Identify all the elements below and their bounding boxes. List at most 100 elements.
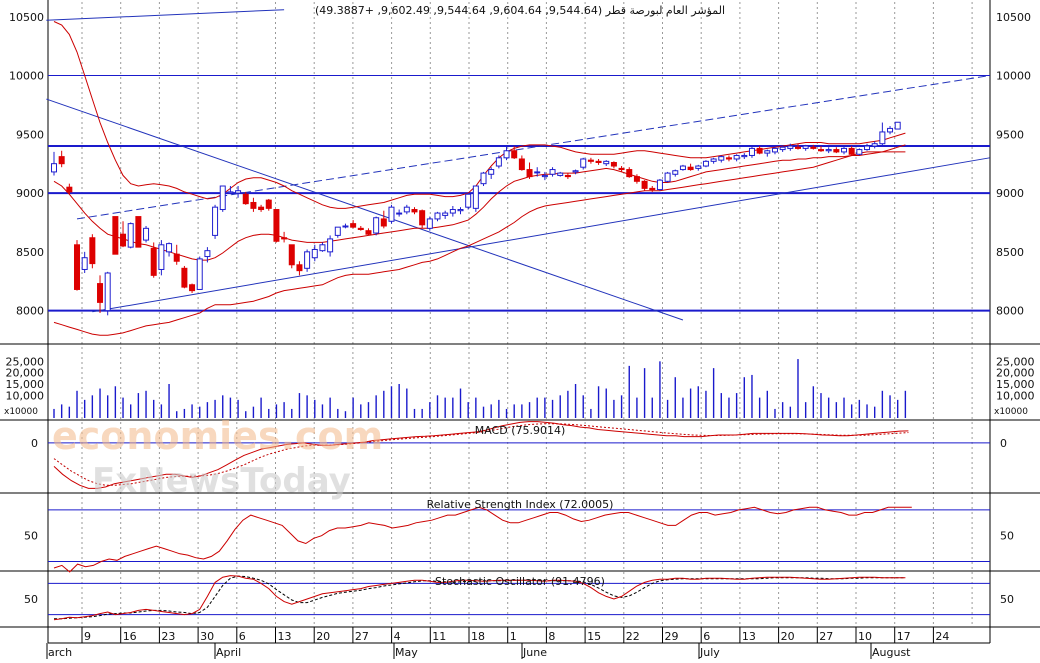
candle (120, 221, 127, 248)
candle-body (434, 212, 441, 220)
candle-body (802, 145, 809, 149)
candle-body (764, 150, 771, 154)
candle (718, 155, 725, 163)
volume-tick-label-left: 15,000 (6, 378, 45, 391)
candle (235, 186, 242, 198)
candle-body (150, 247, 157, 276)
candle (227, 186, 234, 195)
candle-body (503, 150, 510, 159)
candle-body (342, 225, 349, 228)
candle (741, 153, 748, 159)
candle-body (311, 248, 318, 259)
candle-body (457, 209, 464, 212)
candle-body (442, 212, 449, 216)
x-tick-label: 13 (278, 630, 292, 643)
candle (97, 275, 104, 313)
candle-body (265, 199, 272, 209)
candle (511, 146, 518, 159)
candle (687, 163, 694, 171)
candle (457, 207, 464, 215)
candle (196, 256, 203, 290)
x-tick-label: 24 (935, 630, 949, 643)
candle-body (235, 190, 242, 194)
candle (672, 169, 679, 177)
candle (212, 204, 219, 239)
candle (89, 234, 96, 269)
candle (365, 228, 372, 236)
candle (419, 209, 426, 229)
candle-body (610, 162, 617, 167)
x-tick-label: 9 (84, 630, 91, 643)
x-tick-label: 13 (742, 630, 756, 643)
x-tick-label: 30 (200, 630, 214, 643)
price-tick-label-left: 9000 (16, 187, 44, 200)
candle (664, 171, 671, 183)
candle-body (856, 149, 863, 155)
stochastic-tick-label-left: 50 (24, 593, 38, 606)
candle-body (127, 223, 134, 248)
candle-body (741, 154, 748, 158)
bollinger-band-upper (53, 21, 906, 209)
candle-body (557, 172, 564, 176)
price-tick-label-right: 9000 (996, 187, 1024, 200)
price-tick-label-left: 10500 (9, 11, 44, 24)
candle (564, 173, 571, 179)
candle (710, 157, 717, 164)
x-tick-label: 20 (316, 630, 330, 643)
x-tick-label: 27 (819, 630, 833, 643)
candle-body (319, 244, 326, 252)
candle-body (196, 258, 203, 290)
candle-body (327, 238, 334, 253)
price-tick-label-right: 10500 (996, 11, 1031, 24)
candle-body (710, 158, 717, 162)
candle-body (649, 187, 656, 191)
candle (802, 144, 809, 151)
candle-body (365, 230, 372, 235)
candle (281, 231, 288, 243)
volume-unit-label-left: x10000 (4, 407, 38, 417)
candle (304, 249, 311, 272)
candle (572, 169, 579, 175)
candle-body (641, 180, 648, 189)
candle (112, 216, 119, 255)
candle (250, 197, 257, 212)
price-tick-label-right: 10000 (996, 70, 1031, 83)
candle-body (572, 170, 579, 173)
candle-body (879, 131, 886, 145)
candle-body (143, 227, 150, 241)
candle (173, 244, 180, 265)
candle-body (687, 166, 694, 171)
candle (204, 247, 211, 263)
volume-unit-label-right: x10000 (994, 407, 1028, 417)
candle (350, 220, 357, 229)
candle (695, 164, 702, 171)
candle-body (204, 250, 211, 258)
candle-body (756, 147, 763, 154)
watermark-fxnewstoday: FxNewsToday (92, 461, 351, 501)
candle-body (733, 154, 740, 160)
candle (104, 271, 111, 316)
candle-body (825, 149, 832, 152)
candle (879, 122, 886, 147)
candle (403, 204, 410, 215)
bollinger-band-lower (53, 151, 906, 336)
candle-body (373, 217, 380, 234)
candle (626, 167, 633, 178)
candle (810, 144, 817, 150)
candle-body (334, 226, 341, 236)
month-label: August (872, 646, 911, 659)
candle-body (357, 227, 364, 231)
price-tick-label-right: 8000 (996, 305, 1024, 318)
candle-body (258, 206, 265, 211)
trendline (92, 157, 990, 313)
candle (495, 155, 502, 169)
candle-body (779, 146, 786, 151)
candle-body (166, 243, 173, 253)
candle (58, 150, 65, 168)
candle (66, 183, 73, 195)
candle-body (189, 284, 196, 292)
candle (641, 180, 648, 191)
candle (288, 244, 295, 269)
candle-body (633, 176, 640, 182)
